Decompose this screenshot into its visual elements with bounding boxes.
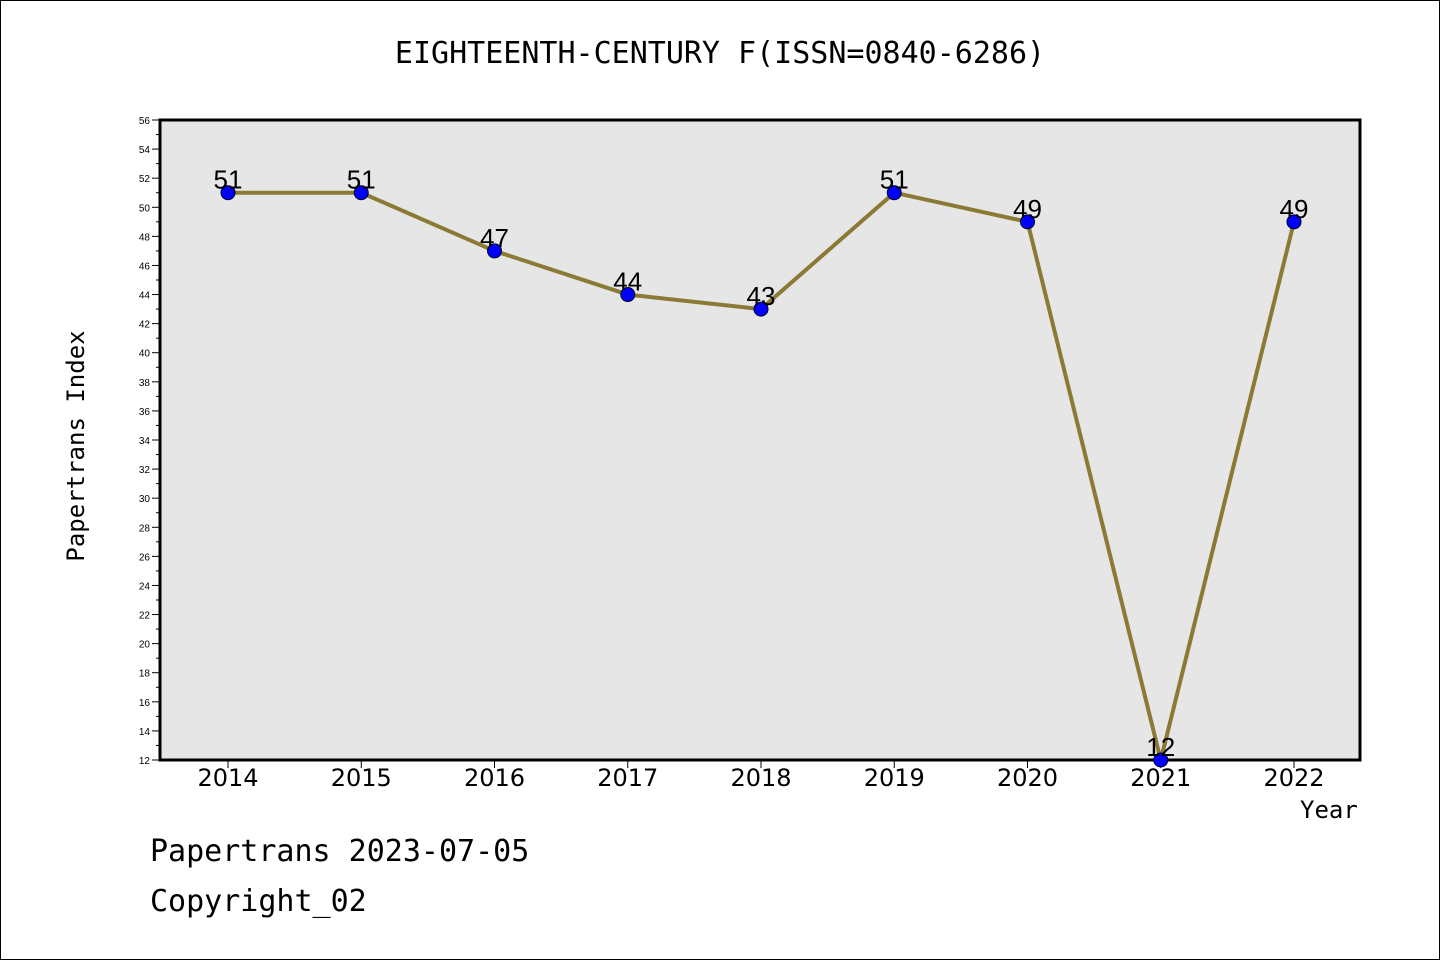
- y-tick-label: 48: [139, 232, 151, 243]
- y-tick-label: 42: [139, 320, 151, 331]
- chart-title: EIGHTEENTH-CENTURY F(ISSN=0840-6286): [394, 36, 1046, 71]
- y-tick-label: 28: [139, 523, 151, 534]
- y-tick-label: 34: [139, 436, 151, 447]
- data-label: 51: [880, 165, 909, 195]
- x-tick-label: 2017: [597, 764, 658, 792]
- data-point: [753, 301, 769, 317]
- data-labels: 51 51 47 44 43 51 49 12 49: [214, 165, 1309, 762]
- y-tick-label: 14: [139, 727, 151, 738]
- y-tick-label: 26: [139, 552, 151, 563]
- x-tick-label: 2015: [331, 764, 392, 792]
- y-tick-label: 20: [139, 640, 151, 651]
- data-point: [1020, 214, 1035, 230]
- footer-copyright: Copyright_02: [150, 884, 367, 919]
- data-label: 51: [214, 165, 243, 195]
- x-tick-label: 2016: [464, 764, 525, 792]
- y-tick-label: 54: [139, 145, 151, 156]
- y-tick-label: 44: [139, 291, 151, 302]
- y-tick-label: 52: [139, 174, 151, 185]
- y-tick-label: 16: [139, 698, 151, 709]
- y-tick-label: 46: [139, 261, 151, 272]
- y-tick-label: 30: [139, 494, 151, 505]
- y-tick-label: 12: [139, 756, 151, 767]
- x-tick-label: 2014: [197, 764, 258, 792]
- y-tick-label: 18: [139, 669, 151, 680]
- y-tick-label: 40: [139, 349, 151, 360]
- data-point: [1286, 214, 1302, 230]
- y-tick-label: 36: [139, 407, 151, 418]
- x-ticks: 2014 2015 2016 2017 2018 2019 2020 2021 2022: [197, 760, 1325, 792]
- x-tick-label: 2019: [864, 764, 925, 792]
- data-label: 49: [1013, 194, 1042, 224]
- data-point: [1153, 752, 1169, 768]
- series-points: [220, 185, 1302, 768]
- y-tick-label: 50: [139, 203, 151, 214]
- y-tick-label: 32: [139, 465, 151, 476]
- data-point: [886, 185, 902, 201]
- data-label: 12: [1146, 732, 1175, 762]
- data-label: 43: [747, 281, 776, 311]
- y-tick-label: 22: [139, 611, 151, 622]
- x-axis-label: Year: [1300, 796, 1358, 824]
- data-label: 51: [347, 165, 376, 195]
- plot-area: [158, 118, 1362, 762]
- footer-date: Papertrans 2023-07-05: [150, 834, 530, 869]
- x-tick-label: 2022: [1263, 764, 1324, 792]
- x-tick-label: 2020: [997, 764, 1058, 792]
- data-point: [220, 185, 236, 201]
- data-label: 49: [1280, 194, 1309, 224]
- y-tick-label: 38: [139, 378, 151, 389]
- data-point: [353, 185, 369, 201]
- y-tick-label: 56: [139, 116, 151, 127]
- y-tick-label: 24: [139, 581, 151, 592]
- data-label: 44: [613, 267, 642, 297]
- x-tick-label: 2018: [730, 764, 791, 792]
- x-tick-label: 2021: [1130, 764, 1191, 792]
- data-label: 47: [480, 223, 509, 253]
- y-ticks: 12 14 16 18 20 22 24 26 28 30 32 34 36 38 40 42 44 46 48 50…: [139, 116, 160, 767]
- data-point: [620, 287, 636, 303]
- data-point: [487, 243, 502, 259]
